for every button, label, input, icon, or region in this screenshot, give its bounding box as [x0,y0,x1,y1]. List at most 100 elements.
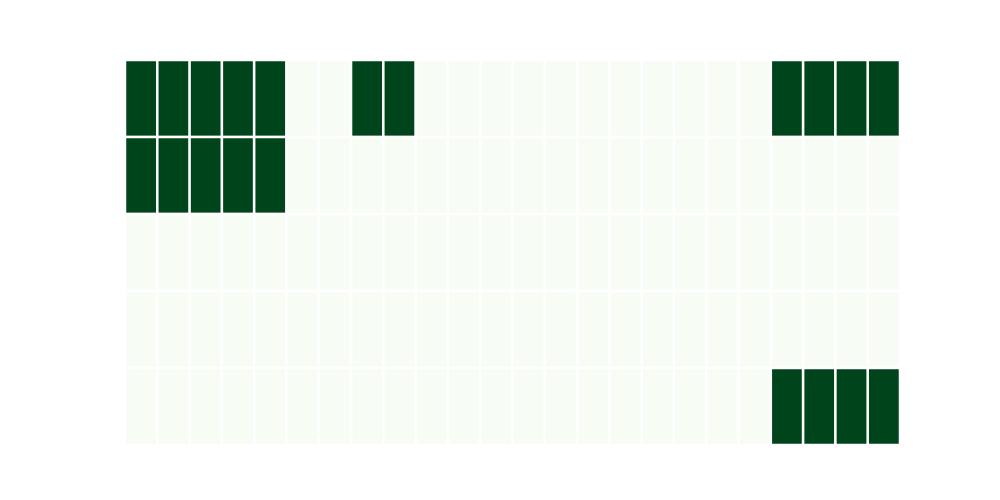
heatmap-cell-r2-c6 [317,212,353,293]
heatmap-cells [123,58,902,447]
heatmap-cell-r2-c17 [672,212,708,293]
heatmap-cell-r2-c10 [446,212,482,293]
heatmap-cell-r0-c2 [188,58,224,139]
heatmap-cell-r2-c16 [640,212,676,293]
heatmap-cell-r2-c12 [511,212,547,293]
heatmap-cell-r1-c3 [220,135,256,216]
heatmap-cell-r1-c19 [737,135,773,216]
heatmap-cell-r1-c10 [446,135,482,216]
heatmap-cell-r2-c5 [285,212,321,293]
heatmap-cell-r1-c18 [705,135,740,216]
heatmap-cell-r1-c11 [478,135,514,216]
heatmap-cell-r2-c9 [414,212,450,293]
heatmap-cell-r4-c17 [672,366,708,447]
heatmap-cell-r0-c14 [575,58,611,139]
heatmap-cell-r0-c19 [737,58,773,139]
heatmap-cell-r3-c10 [446,289,482,370]
heatmap-cell-r1-c15 [608,135,643,216]
heatmap-cell-r0-c16 [640,58,676,139]
heatmap-cell-r4-c8 [382,366,417,447]
heatmap-cell-r0-c9 [414,58,450,139]
heatmap-cell-r2-c20 [769,212,805,293]
heatmap-cell-r3-c21 [801,289,837,370]
heatmap-cell-r4-c19 [737,366,773,447]
heatmap-cell-r2-c7 [349,212,385,293]
heatmap-cell-r2-c14 [575,212,611,293]
heatmap-cell-r3-c19 [737,289,773,370]
heatmap-cell-r4-c20 [769,366,805,447]
heatmap-cell-r1-c12 [511,135,547,216]
heatmap-cell-r1-c4 [252,135,288,216]
heatmap-cell-r4-c9 [414,366,450,447]
heatmap-cell-r0-c8 [382,58,417,139]
heatmap-cell-r0-c5 [285,58,321,139]
heatmap-cell-r3-c6 [317,289,353,370]
heatmap-cell-r0-c21 [801,58,837,139]
heatmap-cell-r1-c22 [834,135,869,216]
heatmap-cell-r3-c2 [188,289,224,370]
heatmap-cell-r2-c21 [801,212,837,293]
heatmap-cell-r3-c17 [672,289,708,370]
heatmap-cell-r2-c22 [834,212,869,293]
heatmap-cell-r1-c9 [414,135,450,216]
heatmap-cell-r0-c23 [866,58,902,139]
heatmap-cell-r4-c2 [188,366,224,447]
heatmap-cell-r1-c5 [285,135,321,216]
heatmap-cell-r3-c1 [156,289,191,370]
heatmap-cell-r4-c23 [866,366,902,447]
heatmap-cell-r1-c23 [866,135,902,216]
heatmap-cell-r2-c8 [382,212,417,293]
heatmap-cell-r4-c11 [478,366,514,447]
heatmap-cell-r1-c2 [188,135,224,216]
heatmap-cell-r4-c7 [349,366,385,447]
heatmap-cell-r0-c15 [608,58,643,139]
heatmap-cell-r4-c0 [123,366,159,447]
heatmap-cell-r0-c11 [478,58,514,139]
heatmap-cell-r4-c12 [511,366,547,447]
heatmap-cell-r1-c14 [575,135,611,216]
heatmap-cell-r2-c23 [866,212,902,293]
heatmap-cell-r4-c16 [640,366,676,447]
heatmap-cell-r4-c1 [156,366,191,447]
heatmap-cell-r3-c0 [123,289,159,370]
heatmap-cell-r2-c13 [543,212,579,293]
heatmap-cell-r3-c11 [478,289,514,370]
heatmap-cell-r4-c13 [543,366,579,447]
heatmap-cell-r2-c0 [123,212,159,293]
heatmap-cell-r2-c3 [220,212,256,293]
heatmap-cell-r4-c21 [801,366,837,447]
heatmap-cell-r3-c13 [543,289,579,370]
heatmap-cell-r1-c20 [769,135,805,216]
heatmap-cell-r2-c15 [608,212,643,293]
heatmap-cell-r2-c11 [478,212,514,293]
heatmap-cell-r1-c6 [317,135,353,216]
heatmap-cell-r3-c4 [252,289,288,370]
heatmap-cell-r3-c8 [382,289,417,370]
heatmap-cell-r0-c6 [317,58,353,139]
heatmap-cell-r0-c7 [349,58,385,139]
heatmap-cell-r1-c17 [672,135,708,216]
heatmap-cell-r0-c22 [834,58,869,139]
heatmap-cell-r3-c16 [640,289,676,370]
heatmap-cell-r4-c5 [285,366,321,447]
heatmap-cell-r2-c2 [188,212,224,293]
heatmap-cell-r3-c15 [608,289,643,370]
heatmap-cell-r2-c1 [156,212,191,293]
heatmap-cell-r3-c22 [834,289,869,370]
heatmap-cell-r0-c4 [252,58,288,139]
heatmap-cell-r0-c18 [705,58,740,139]
heatmap-cell-r1-c0 [123,135,159,216]
heatmap-cell-r0-c12 [511,58,547,139]
heatmap-cell-r0-c17 [672,58,708,139]
heatmap-cell-r4-c15 [608,366,643,447]
heatmap-cell-r3-c3 [220,289,256,370]
heatmap-cell-r2-c18 [705,212,740,293]
heatmap-cell-r4-c4 [252,366,288,447]
heatmap-cell-r4-c22 [834,366,869,447]
heatmap-cell-r0-c3 [220,58,256,139]
heatmap-cell-r1-c16 [640,135,676,216]
heatmap-cell-r3-c5 [285,289,321,370]
heatmap-cell-r0-c20 [769,58,805,139]
heatmap-cell-r3-c9 [414,289,450,370]
